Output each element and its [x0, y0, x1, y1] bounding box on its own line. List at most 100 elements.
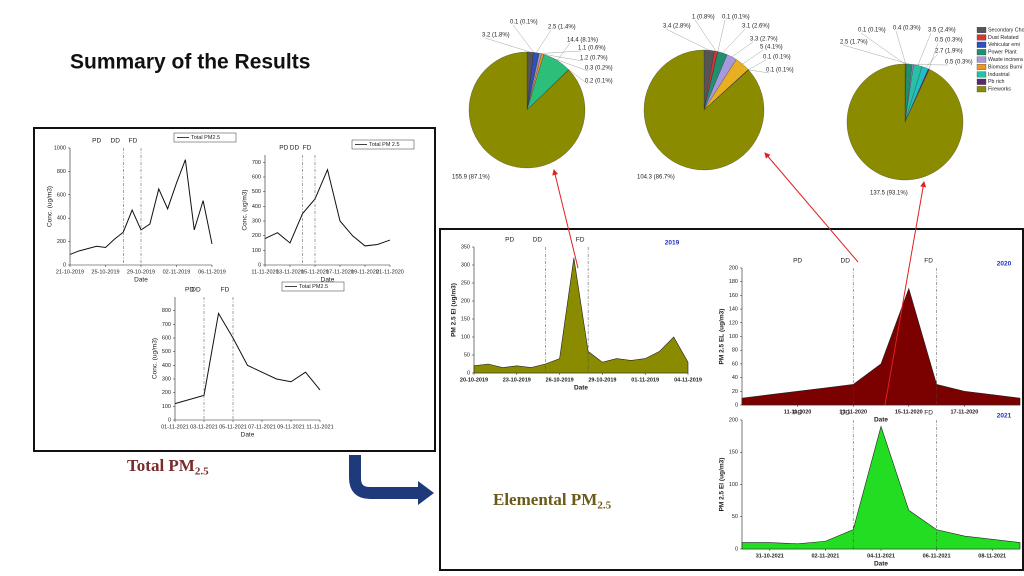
y-tick-label: 150 [729, 450, 738, 456]
y-tick-label: 350 [461, 244, 470, 250]
y-tick-label: 60 [732, 361, 738, 367]
y-tick-label: 400 [162, 363, 171, 369]
x-tick-label: 11-11-2020 [784, 409, 812, 415]
event-label: PD [92, 138, 101, 145]
legend-swatch [976, 78, 987, 85]
section-label-sub: 2.5 [195, 466, 209, 478]
event-label: FD [924, 410, 933, 417]
legend-swatch [976, 34, 987, 41]
event-label: DD [111, 138, 121, 145]
y-tick-label: 300 [461, 262, 470, 268]
legend-label: Pb rich [988, 79, 1005, 85]
x-axis-label: Date [134, 277, 148, 284]
x-tick-label: 11-11-2021 [306, 424, 333, 430]
x-tick-label: 15-11-2020 [301, 269, 329, 275]
y-tick-label: 150 [461, 316, 470, 322]
series-legend-box [173, 132, 237, 143]
section-label: Total PM [127, 456, 195, 475]
x-tick-label: 02-11-2021 [811, 553, 839, 559]
y-axis-label: PM 2.5 El (ug/m3) [451, 283, 458, 337]
link-arrow [552, 169, 579, 269]
x-tick-label: 04-11-2019 [674, 377, 702, 383]
y-tick-label: 700 [252, 160, 261, 166]
area [741, 425, 1021, 550]
x-tick-label: 09-11-2021 [277, 424, 305, 430]
y-tick-label: 200 [162, 390, 171, 396]
y-tick-label: 100 [729, 334, 738, 340]
leader-line [895, 30, 906, 65]
y-tick-label: 100 [729, 482, 738, 488]
x-tick-label: 13-11-2020 [839, 409, 867, 415]
leader-line [542, 54, 584, 62]
pie-label: 104.3 (86.7%) [637, 175, 675, 181]
pie-label: 0.1 (0.1%) [763, 55, 791, 61]
x-tick-label: 25-10-2019 [91, 269, 119, 275]
pie-label: 0.1 (0.1%) [722, 15, 750, 21]
pie-label: 0.2 (0.1%) [585, 79, 613, 85]
y-tick-label: 40 [732, 375, 738, 381]
pie-label: 2.5 (1.4%) [548, 25, 576, 31]
event-label: PD [505, 237, 514, 244]
leader-line [842, 44, 910, 65]
event-label: PD [279, 145, 288, 152]
x-axis-label: Date [874, 561, 888, 568]
x-tick-label: 06-11-2019 [198, 269, 226, 275]
x-tick-label: 20-10-2019 [460, 377, 488, 383]
pie-label: 2.7 (1.9%) [935, 49, 963, 55]
x-tick-label: 17-11-2020 [950, 409, 978, 415]
year-label: 2021 [997, 413, 1012, 420]
y-tick-label: 200 [729, 265, 738, 271]
y-tick-label: 50 [732, 514, 738, 520]
leader-line [917, 32, 932, 66]
area [473, 257, 689, 374]
y-tick-label: 160 [729, 293, 738, 299]
y-tick-label: 200 [461, 298, 470, 304]
series-legend-box [351, 139, 415, 150]
y-tick-label: 800 [57, 169, 66, 175]
y-tick-label: 100 [461, 334, 470, 340]
legend-swatch [976, 41, 987, 48]
leader-line [484, 37, 531, 53]
x-tick-label: 17-11-2020 [326, 269, 354, 275]
y-tick-label: 700 [162, 322, 171, 328]
event-label: DD [841, 258, 851, 265]
pie-label: 3.2 (1.8%) [482, 33, 510, 39]
link-arrow [884, 181, 927, 406]
leader-line [748, 69, 770, 74]
y-tick-label: 50 [464, 352, 470, 358]
y-tick-label: 400 [252, 204, 261, 210]
leader-line [928, 42, 939, 70]
y-tick-label: 500 [252, 189, 261, 195]
event-label: FD [129, 138, 138, 145]
leader-line [568, 69, 589, 85]
y-axis-label: Conc. (ug/m3) [47, 186, 54, 227]
x-tick-label: 19-11-2020 [351, 269, 379, 275]
y-tick-label: 600 [57, 192, 66, 198]
y-tick-label: 800 [162, 308, 171, 314]
pie-label: 0.5 (0.3%) [945, 60, 973, 66]
x-tick-label: 01-11-2021 [161, 424, 189, 430]
leader-line [717, 19, 726, 52]
leader-line [512, 24, 534, 53]
elemental-frame [439, 228, 1024, 571]
section-label: Elemental PM [493, 490, 597, 509]
y-axis-label: Conc. (ug/m3) [152, 338, 159, 379]
pie-label: 0.4 (0.3%) [893, 26, 921, 32]
year-label: 2020 [997, 261, 1012, 268]
y-tick-label: 100 [162, 404, 171, 410]
leader-line [860, 32, 906, 65]
leader-line [731, 41, 754, 57]
event-label: DD [191, 287, 201, 294]
series-legend-label: Total PM2.5 [191, 135, 220, 141]
leader-line [742, 49, 764, 65]
leader-line [665, 28, 710, 51]
x-tick-label: 08-11-2021 [978, 553, 1006, 559]
x-axis-label: Date [321, 277, 335, 284]
x-axis-label: Date [241, 432, 255, 439]
line [264, 168, 391, 247]
y-tick-label: 120 [729, 320, 738, 326]
legend-swatch [976, 49, 987, 56]
series-legend-label: Total PM 2.5 [369, 142, 400, 148]
x-tick-label: 03-11-2021 [190, 424, 218, 430]
